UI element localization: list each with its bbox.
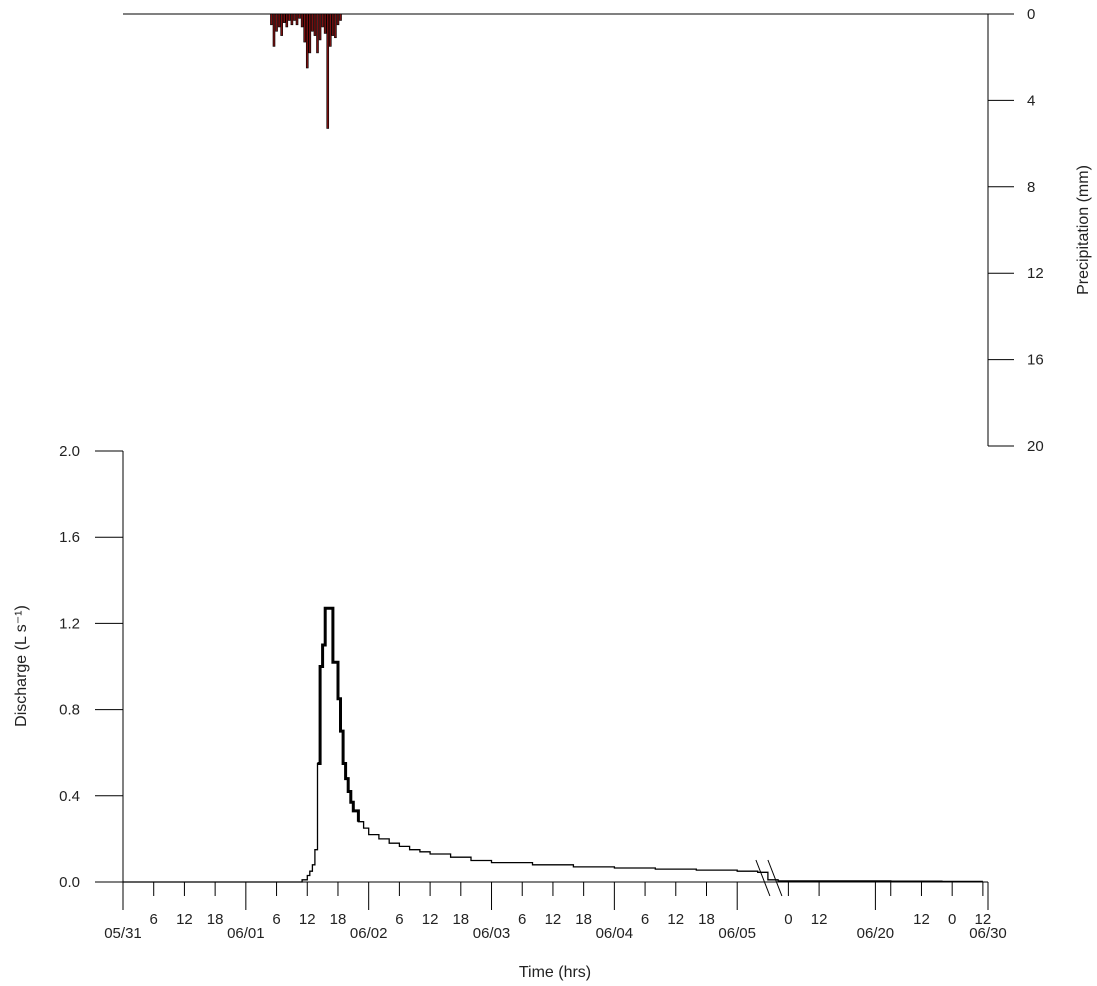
x-minor-tick-label: 6 [395,911,403,928]
precip-y-tick-label: 4 [1027,92,1035,109]
precip-bar [308,13,312,54]
precip-bar [270,13,273,26]
x-minor-tick-label: 6 [272,911,280,928]
x-minor-tick-label: 6 [518,911,526,928]
precip-y-tick-label: 12 [1027,265,1044,282]
discharge-y-tick-label: 2.0 [59,443,80,460]
x-minor-tick-label: 12 [913,911,930,928]
x-major-tick-label: 06/20 [857,925,895,942]
precip-bar [300,13,304,28]
precip-bar [288,13,291,21]
axis-break-mark-right [767,859,783,897]
axis-break-mark-left [755,859,771,897]
x-minor-tick-label: 18 [330,911,347,928]
precipitation-axis-title: Precipitation (mm) [1075,165,1092,295]
precip-bar [280,13,283,36]
precip-bar [282,13,286,23]
discharge-series-line [123,607,983,883]
precip-bar [316,13,319,54]
precip-bar [326,13,330,129]
precip-bar [313,13,317,36]
precip-bar [334,13,337,39]
precip-bar [285,13,289,28]
discharge-y-tick-label: 1.6 [59,529,80,546]
x-major-tick-label: 06/02 [350,925,388,942]
precip-bar [272,13,276,47]
precip-bar [290,13,294,26]
precip-bar [321,13,324,28]
precipitation-chart: 0 4 8 12 16 20 [123,6,1044,455]
discharge-peak-line [317,606,360,822]
x-minor-tick-label: 12 [667,911,684,928]
x-minor-tick-label: 12 [299,911,316,928]
x-major-tick-label: 06/04 [596,925,634,942]
precip-bar [277,13,281,28]
x-minor-tick-label: 12 [811,911,828,928]
precip-bar [298,13,301,19]
x-minor-tick-label: 6 [641,911,649,928]
discharge-axis-title: Discharge (L s⁻¹) [13,605,30,727]
x-minor-tick-label: 18 [207,911,224,928]
x-minor-tick-label: 12 [422,911,439,928]
precip-bar [318,13,322,41]
x-minor-tick-label: 12 [975,911,992,928]
precip-y-tick-label: 8 [1027,179,1035,196]
precip-bar [336,13,340,26]
precip-y-tick-label: 0 [1027,6,1035,23]
discharge-y-tick-label: 0.4 [59,788,80,805]
precip-bar [323,13,327,34]
x-major-tick-label: 06/03 [473,925,511,942]
x-axis-title: Time (hrs) [519,964,591,981]
precip-bar [328,13,332,47]
precip-bar [311,13,314,32]
discharge-y-tick-label: 0.0 [59,874,80,891]
precip-bar [339,13,342,21]
x-major-tick-label: 05/31 [104,925,142,942]
precip-y-tick-label: 20 [1027,438,1044,455]
x-minor-tick-label: 18 [575,911,592,928]
x-major-tick-label: 06/01 [227,925,265,942]
precip-bar [303,13,307,43]
discharge-y-tick-label: 1.2 [59,615,80,632]
precip-y-tick-label: 16 [1027,352,1044,369]
x-major-tick-label: 06/30 [969,925,1007,942]
precip-bar [295,13,299,26]
precip-bar [331,13,335,36]
precip-bar [293,13,296,21]
discharge-y-tick-label: 0.8 [59,702,80,719]
x-major-tick-label: 06/05 [718,925,756,942]
x-minor-tick-label: 12 [545,911,562,928]
x-minor-tick-label: 12 [176,911,193,928]
discharge-chart: 0.00.40.81.21.62.005/31 06/01 06/02 06/03 06… [59,443,1007,942]
x-minor-tick-label: 18 [452,911,469,928]
x-minor-tick-label: 6 [150,911,158,928]
x-minor-tick-label: 18 [698,911,715,928]
precip-bar [305,13,309,69]
x-minor-tick-label: 0 [948,911,956,928]
x-minor-tick-label: 0 [784,911,792,928]
precip-bar [275,13,278,32]
